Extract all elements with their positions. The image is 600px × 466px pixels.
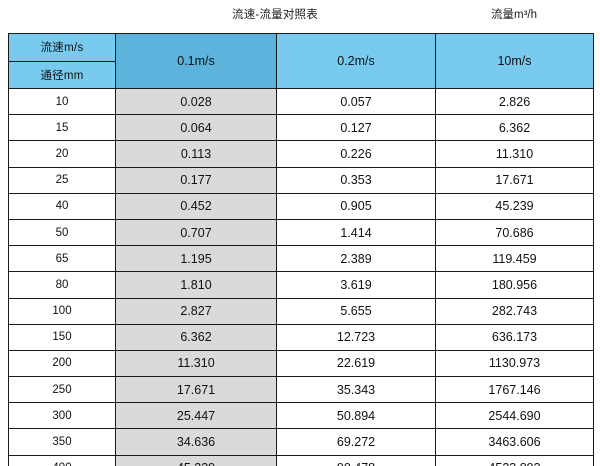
cell-flow-10ms: 636.173 — [435, 323, 594, 351]
cell-flow-10ms: 6.362 — [435, 114, 594, 142]
table-row: 150 6.362 12.723 636.173 — [8, 323, 594, 351]
cell-flow-10ms: 1130.973 — [435, 349, 594, 378]
cell-nominal-diameter: 100 — [8, 297, 116, 325]
cell-flow-0-1ms: 34.636 — [115, 428, 277, 456]
cell-flow-10ms: 45.239 — [435, 192, 594, 220]
table-row: 50 0.707 1.414 70.686 — [8, 218, 594, 247]
cell-flow-0-2ms: 0.127 — [276, 114, 436, 142]
cell-nominal-diameter: 300 — [8, 402, 116, 430]
cell-flow-0-1ms: 0.113 — [115, 140, 277, 168]
cell-flow-0-2ms: 69.272 — [276, 428, 436, 456]
table-row: 300 25.447 50.894 2544.690 — [8, 402, 594, 430]
page-title: 流速-流量对照表 — [232, 9, 318, 21]
cell-nominal-diameter: 250 — [8, 376, 116, 404]
table-row: 20 0.113 0.226 11.310 — [8, 140, 594, 168]
cell-flow-10ms: 11.310 — [435, 140, 594, 168]
cell-flow-0-1ms: 25.447 — [115, 402, 277, 430]
table-row: 25 0.177 0.353 17.671 — [8, 166, 594, 194]
table-row: 40045.23990.4784523.893 — [8, 454, 594, 466]
cell-nominal-diameter: 10 — [8, 87, 116, 116]
cell-nominal-diameter: 80 — [8, 271, 116, 299]
cell-flow-10ms: 4523.893 — [435, 454, 594, 466]
table-row: 350 34.636 69.272 3463.606 — [8, 428, 594, 456]
table-row: 15 0.064 0.127 6.362 — [8, 114, 594, 142]
cell-flow-0-1ms: 2.827 — [115, 297, 277, 325]
cell-flow-0-2ms: 2.389 — [276, 245, 436, 273]
cell-flow-0-1ms: 0.707 — [115, 218, 277, 247]
cell-nominal-diameter: 150 — [8, 323, 116, 351]
table-head: 流速m/s 0.1m/s 0.2m/s 10m/s 通径mm — [8, 33, 594, 89]
table-row: 200 11.310 22.619 1130.973 — [8, 349, 594, 378]
table-row: 40 0.452 0.905 45.239 — [8, 192, 594, 220]
cell-flow-10ms: 17.671 — [435, 166, 594, 194]
cell-nominal-diameter: 200 — [8, 349, 116, 378]
header-row-top: 流速m/s 0.1m/s 0.2m/s 10m/s — [8, 33, 594, 89]
flow-velocity-conversion-table: 流速m/s 0.1m/s 0.2m/s 10m/s 通径mm 10 0.028 0.… — [8, 33, 594, 466]
cell-nominal-diameter: 350 — [8, 428, 116, 456]
cell-flow-0-1ms: 1.195 — [115, 245, 277, 273]
cell-flow-0-2ms: 3.619 — [276, 271, 436, 299]
cell-flow-0-1ms: 0.028 — [115, 87, 277, 116]
column-header-0-2ms: 0.2m/s — [276, 33, 436, 89]
cell-flow-10ms: 180.956 — [435, 271, 594, 299]
cell-flow-0-1ms: 17.671 — [115, 376, 277, 404]
flow-unit-label: 流量m³/h — [491, 9, 537, 21]
cell-nominal-diameter: 50 — [8, 218, 116, 247]
cell-flow-0-1ms: 1.810 — [115, 271, 277, 299]
cell-flow-0-1ms: 0.064 — [115, 114, 277, 142]
cell-flow-0-2ms: 50.894 — [276, 402, 436, 430]
cell-nominal-diameter: 40 — [8, 192, 116, 220]
cell-nominal-diameter: 400 — [8, 454, 116, 466]
cell-flow-0-2ms: 22.619 — [276, 349, 436, 378]
cell-nominal-diameter: 20 — [8, 140, 116, 168]
cell-flow-0-1ms: 0.177 — [115, 166, 277, 194]
conversion-table-wrapper: 流速m/s 0.1m/s 0.2m/s 10m/s 通径mm 10 0.028 0.… — [8, 33, 594, 466]
header-row-bottom: 通径mm — [8, 60, 594, 89]
cell-flow-0-1ms: 0.452 — [115, 192, 277, 220]
cell-flow-0-2ms: 12.723 — [276, 323, 436, 351]
cell-flow-0-2ms: 0.057 — [276, 87, 436, 116]
corner-header-velocity-label: 流速m/s — [8, 33, 116, 62]
cell-flow-10ms: 1767.146 — [435, 376, 594, 404]
cell-flow-10ms: 2544.690 — [435, 402, 594, 430]
cell-nominal-diameter: 25 — [8, 166, 116, 194]
cell-flow-10ms: 70.686 — [435, 218, 594, 247]
cell-flow-0-1ms: 45.239 — [115, 454, 277, 466]
column-header-10ms: 10m/s — [435, 33, 594, 89]
cell-nominal-diameter: 65 — [8, 245, 116, 273]
cell-flow-0-2ms: 5.655 — [276, 297, 436, 325]
cell-flow-10ms: 2.826 — [435, 87, 594, 116]
table-body: 10 0.028 0.057 2.826 15 0.064 0.127 6.362 20 0.11… — [8, 87, 594, 466]
cell-flow-10ms: 3463.606 — [435, 428, 594, 456]
cell-flow-0-2ms: 90.478 — [276, 454, 436, 466]
cell-flow-0-2ms: 1.414 — [276, 218, 436, 247]
cell-flow-0-2ms: 0.905 — [276, 192, 436, 220]
cell-flow-10ms: 282.743 — [435, 297, 594, 325]
column-header-0-1ms: 0.1m/s — [115, 33, 277, 89]
table-row: 250 17.671 35.343 1767.146 — [8, 376, 594, 404]
cell-flow-0-1ms: 11.310 — [115, 349, 277, 378]
table-row: 80 1.810 3.619 180.956 — [8, 271, 594, 299]
table-row: 65 1.195 2.389 119.459 — [8, 245, 594, 273]
table-row: 10 0.028 0.057 2.826 — [8, 87, 594, 116]
cell-flow-0-2ms: 0.226 — [276, 140, 436, 168]
table-row: 100 2.827 5.655 282.743 — [8, 297, 594, 325]
caption-row: 流速-流量对照表 流量m³/h — [0, 6, 600, 30]
cell-flow-0-1ms: 6.362 — [115, 323, 277, 351]
cell-flow-10ms: 119.459 — [435, 245, 594, 273]
cell-flow-0-2ms: 0.353 — [276, 166, 436, 194]
cell-flow-0-2ms: 35.343 — [276, 376, 436, 404]
cell-nominal-diameter: 15 — [8, 114, 116, 142]
corner-header-diameter-label: 通径mm — [8, 60, 116, 89]
